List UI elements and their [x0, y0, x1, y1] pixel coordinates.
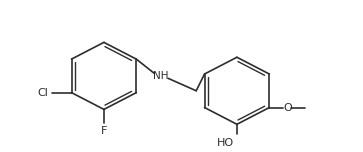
Text: HO: HO	[217, 138, 234, 148]
Text: NH: NH	[154, 71, 169, 81]
Text: O: O	[283, 103, 292, 112]
Text: Cl: Cl	[37, 88, 48, 98]
Text: F: F	[101, 126, 107, 136]
